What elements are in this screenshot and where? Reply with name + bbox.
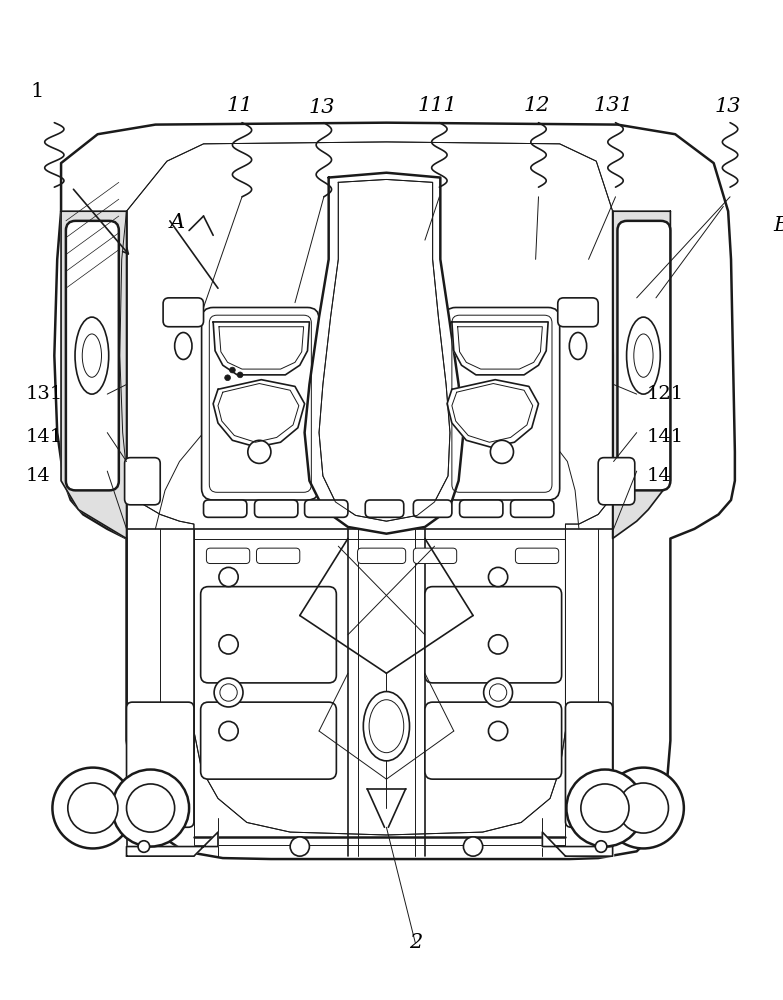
Polygon shape [218,384,299,442]
FancyBboxPatch shape [209,315,312,492]
Circle shape [68,783,118,833]
Circle shape [581,784,629,832]
Circle shape [219,567,238,587]
Ellipse shape [569,333,586,359]
Text: B: B [774,216,783,235]
Text: 12: 12 [523,96,550,115]
Text: 131: 131 [26,385,63,403]
Polygon shape [54,123,735,859]
Circle shape [489,684,507,701]
FancyBboxPatch shape [425,702,561,779]
Text: 141: 141 [26,428,63,446]
Circle shape [127,784,175,832]
Circle shape [112,770,189,847]
Ellipse shape [82,334,102,377]
FancyBboxPatch shape [257,548,300,564]
Circle shape [52,768,133,848]
Circle shape [220,684,237,701]
Circle shape [219,635,238,654]
FancyBboxPatch shape [305,500,348,517]
FancyBboxPatch shape [254,500,298,517]
Polygon shape [213,322,309,375]
Polygon shape [305,173,464,534]
FancyBboxPatch shape [200,587,337,683]
Polygon shape [61,211,127,539]
FancyBboxPatch shape [163,298,204,327]
FancyBboxPatch shape [358,548,406,564]
FancyBboxPatch shape [204,500,247,517]
FancyBboxPatch shape [413,500,452,517]
Polygon shape [219,327,304,369]
Circle shape [138,841,150,852]
Circle shape [214,678,243,707]
Circle shape [603,768,684,848]
Ellipse shape [633,334,653,377]
Circle shape [229,367,236,373]
FancyBboxPatch shape [201,307,319,500]
Polygon shape [543,832,612,856]
Circle shape [290,837,309,856]
FancyBboxPatch shape [515,548,559,564]
Circle shape [464,837,482,856]
Circle shape [489,567,507,587]
Text: 13: 13 [309,98,335,117]
FancyBboxPatch shape [452,315,552,492]
Text: 2: 2 [409,933,422,952]
Circle shape [619,783,669,833]
FancyBboxPatch shape [425,587,561,683]
Polygon shape [447,380,539,447]
Text: 141: 141 [646,428,684,446]
Circle shape [489,721,507,741]
Circle shape [237,372,243,378]
FancyBboxPatch shape [207,548,250,564]
Text: 11: 11 [227,96,254,115]
Text: 1: 1 [31,82,44,101]
Circle shape [566,770,644,847]
Circle shape [595,841,607,852]
FancyBboxPatch shape [511,500,554,517]
FancyBboxPatch shape [618,221,670,490]
Text: 14: 14 [646,467,671,485]
FancyBboxPatch shape [365,500,404,517]
Text: 131: 131 [594,96,633,115]
FancyBboxPatch shape [124,458,161,505]
FancyBboxPatch shape [127,702,194,827]
Circle shape [490,440,514,463]
FancyBboxPatch shape [460,500,503,517]
Ellipse shape [175,333,192,359]
Ellipse shape [369,700,404,753]
Polygon shape [452,384,532,442]
Circle shape [225,375,230,381]
Polygon shape [213,380,305,447]
FancyBboxPatch shape [444,307,560,500]
Text: 14: 14 [26,467,50,485]
FancyBboxPatch shape [598,458,635,505]
Circle shape [219,721,238,741]
Ellipse shape [363,692,410,761]
Polygon shape [612,211,670,539]
Ellipse shape [626,317,660,394]
Polygon shape [452,322,548,375]
FancyBboxPatch shape [66,221,119,490]
Text: 111: 111 [417,96,457,115]
Text: 121: 121 [646,385,684,403]
Circle shape [489,635,507,654]
Text: A: A [170,213,185,232]
Circle shape [484,678,513,707]
FancyBboxPatch shape [413,548,456,564]
FancyBboxPatch shape [200,702,337,779]
Polygon shape [457,327,543,369]
Text: 13: 13 [715,97,742,116]
Circle shape [247,440,271,463]
FancyBboxPatch shape [565,702,612,827]
FancyBboxPatch shape [557,298,598,327]
Ellipse shape [75,317,109,394]
Polygon shape [127,832,218,856]
